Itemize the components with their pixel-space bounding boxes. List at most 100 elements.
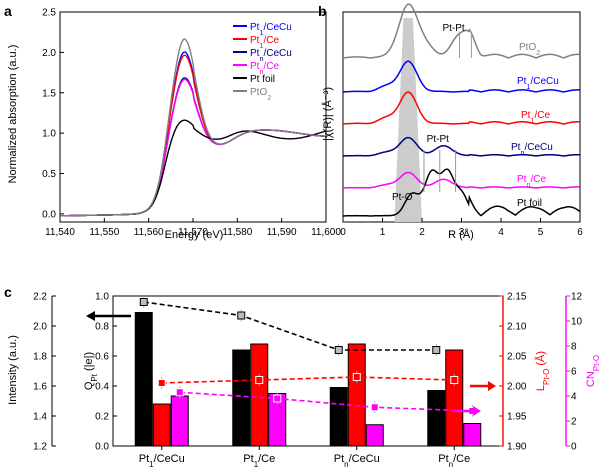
panel-a-xlabel: Energy (eV) <box>165 229 224 241</box>
panel-c-intensity-tick-label: 1.4 <box>33 412 47 423</box>
panel-c-q-label: QPt (|e|) <box>83 352 99 390</box>
panel-label-c: c <box>4 284 12 300</box>
panel-c-q-tick-label: 0.6 <box>95 352 109 363</box>
panel-c-point <box>450 376 459 384</box>
panel-a-xtick-label: 11,600 <box>311 227 341 238</box>
panel-a-ytick-label: 0.0 <box>42 209 56 220</box>
panel-c-point <box>175 388 184 397</box>
panel-c-bar <box>445 349 464 447</box>
panel-b-xtick-label: 4 <box>498 227 504 238</box>
panel-c-q-tick-label: 0.8 <box>95 322 109 333</box>
panel-label-a: a <box>4 3 12 19</box>
panel-a-ytick-label: 1.5 <box>42 88 56 99</box>
panel-c-arrowhead-l <box>488 381 496 391</box>
panel-b-series-label: Pt foil <box>517 198 542 209</box>
panel-c-category-label: Ptn/Ce <box>438 453 470 469</box>
panel-c-q-tick-label: 0.2 <box>95 412 109 423</box>
panel-b-xtick-label: 3 <box>459 227 465 238</box>
panel-c-point <box>432 346 441 354</box>
panel-a-series-line <box>60 38 326 217</box>
panel-c-l-tick-label: 2.00 <box>507 382 527 393</box>
panel-b-series-label: Pt1/Ce <box>521 110 550 125</box>
panel-c-q-tick-label: 0.4 <box>95 382 109 393</box>
panel-c-bar <box>365 424 384 447</box>
panel-c-bar <box>152 403 171 447</box>
panel-a-legend-label: Ptn/Ce <box>250 61 279 76</box>
panel-a-legend-label: Pt1/Ce <box>250 35 279 50</box>
panel-label-b: b <box>318 3 327 19</box>
panel-a-ytick-label: 2.5 <box>42 8 56 19</box>
panel-a-legend-label: Pt1/CeCu <box>250 22 292 37</box>
panel-a-legend-label: Ptn/CeCu <box>250 48 292 63</box>
panel-c-cn-tick-label: 12 <box>571 292 583 303</box>
panel-b-series-line <box>343 171 580 189</box>
panel-c-l-tick-label: 1.90 <box>507 442 527 453</box>
panel-b-series-label: Ptn/Ce <box>517 174 546 189</box>
panel-c-bar <box>347 343 366 447</box>
panel-c-l-label: LPt-O (Å) <box>534 351 551 391</box>
panel-c-point <box>237 311 246 320</box>
panel-b-series-line <box>342 60 581 93</box>
panel-a-series-line <box>60 77 326 217</box>
panel-b-xtick-label: 0 <box>340 227 346 238</box>
panel-c-cn-tick-label: 6 <box>571 367 577 378</box>
panel-c-dashed-line <box>143 301 437 351</box>
panel-a-series-line <box>60 78 326 217</box>
panel-a-frame <box>59 11 327 223</box>
panel-b-series-line <box>342 3 581 59</box>
panel-c-intensity-label: Intensity (a.u.) <box>7 335 19 405</box>
panel-c-point <box>255 376 264 384</box>
panel-b-chart: |χ(R)| (Å⁻³) R (Å) 0 1 2 3 4 5 6 PtO2 Pt1/CeCu Pt… <box>321 3 583 241</box>
panel-c-intensity-tick-label: 1.8 <box>33 352 47 363</box>
panel-b-xtick-label: 6 <box>577 227 583 238</box>
panel-b-series-line <box>343 136 580 157</box>
panel-a-ylabel: Normalized absorption (a.u.) <box>7 45 19 184</box>
panel-a-ytick-label: 0.5 <box>42 169 56 180</box>
panel-c-cn-tick-label: 4 <box>571 392 577 403</box>
panel-c-bar <box>427 390 446 447</box>
panel-b-annotation: Pt-Pt <box>442 23 464 34</box>
panel-a-chart: Normalized absorption (a.u.) Energy (eV)… <box>7 8 341 242</box>
panel-c-intensity-tick-label: 1.6 <box>33 382 47 393</box>
panel-c-point <box>273 394 282 403</box>
panel-c-category-label: Pt1/Ce <box>243 453 275 469</box>
panel-a-xtick-label: 11,590 <box>267 227 297 238</box>
panel-b-series-label: Ptn/CeCu <box>511 142 553 157</box>
panel-b-xtick-label: 5 <box>538 227 544 238</box>
panel-a-ytick-label: 2.0 <box>42 48 56 59</box>
panel-a-xtick-label: 11,550 <box>89 227 119 238</box>
panel-c-point <box>157 379 166 387</box>
panel-b-series-line <box>343 168 581 217</box>
panel-c-arrowhead-cn <box>473 406 481 416</box>
panel-c-bar <box>170 395 189 447</box>
panel-c-cn-tick-label: 2 <box>571 417 577 428</box>
panel-c-cn-tick-label: 8 <box>571 342 577 353</box>
panel-c-point <box>334 346 343 354</box>
panel-b-xlabel: R (Å) <box>448 228 474 241</box>
panel-c-q-tick-label: 1.0 <box>95 292 109 303</box>
panel-b-annotation: Pt-Pt <box>427 134 449 145</box>
panel-c-chart: Intensity (a.u.) 1.2 1.4 1.6 1.8 2.0 2.2 0.0 0.… <box>7 292 599 469</box>
panel-a-legend-label: Pt foil <box>250 74 275 85</box>
panel-a-xtick-label: 11,540 <box>45 227 75 238</box>
panel-c-point <box>370 403 379 412</box>
panel-c-l-tick-label: 1.95 <box>507 412 527 423</box>
panel-c-l-tick-label: 2.05 <box>507 352 527 363</box>
panel-c-q-tick-label: 0.0 <box>95 442 109 453</box>
panel-c-category-label: Pt1/CeCu <box>139 453 185 469</box>
panel-b-series-line <box>342 91 580 125</box>
panel-c-cn-tick-label: 0 <box>571 442 577 453</box>
panel-c-bar <box>232 349 251 447</box>
panel-b-xtick-label: 2 <box>419 227 425 238</box>
panel-c-l-tick-label: 2.15 <box>507 292 527 303</box>
panel-c-arrowhead-q <box>86 311 95 321</box>
panel-a-series-line <box>60 54 326 217</box>
panel-c-dashed-line <box>161 376 455 384</box>
panel-c-bar <box>463 423 482 447</box>
panel-c-bar <box>250 343 269 447</box>
panel-b-series-label: Pt1/CeCu <box>517 76 559 91</box>
panel-c-point <box>139 298 148 306</box>
panel-c-point <box>352 373 361 381</box>
panel-a-xtick-label: 11,560 <box>134 227 164 238</box>
